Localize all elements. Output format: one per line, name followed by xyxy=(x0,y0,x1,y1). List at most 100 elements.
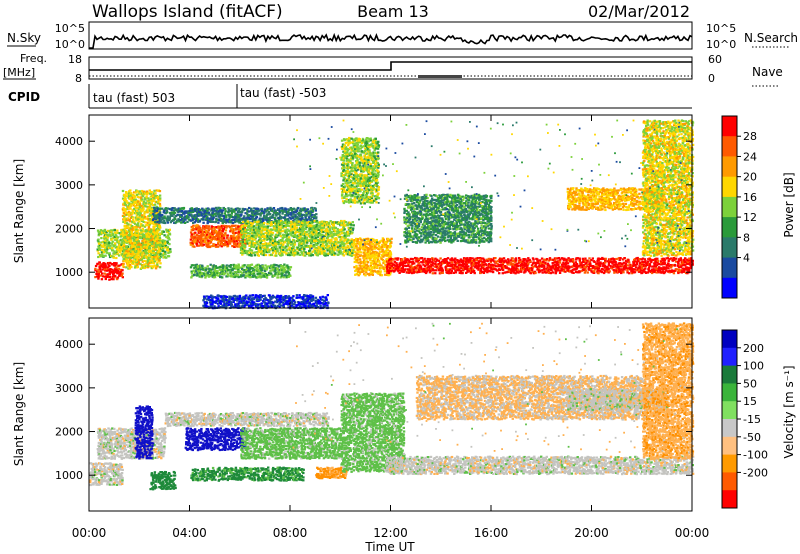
heatmap-cell xyxy=(212,221,214,223)
heatmap-cell xyxy=(108,279,110,281)
heatmap-cell xyxy=(254,244,256,246)
freq-tick-low: 8 xyxy=(75,72,82,85)
heatmap-cell xyxy=(272,232,274,234)
heatmap-cell xyxy=(192,264,194,266)
heatmap-cell xyxy=(473,270,475,272)
heatmap-cell xyxy=(252,238,254,240)
heatmap-cell xyxy=(287,270,289,272)
cpid-segment-2: tau (fast) -503 xyxy=(240,86,326,100)
heatmap-cell xyxy=(190,266,192,268)
heatmap-cell xyxy=(176,214,178,216)
heatmap-cell xyxy=(274,217,276,219)
heatmap-cell xyxy=(257,208,259,210)
heatmap-cell xyxy=(169,248,171,250)
heatmap-cell xyxy=(381,251,383,253)
heatmap-cell xyxy=(296,210,298,212)
heatmap-cell xyxy=(453,272,455,274)
heatmap-cell xyxy=(221,241,223,243)
heatmap-cell xyxy=(256,216,258,218)
heatmap-cell xyxy=(290,221,292,223)
heatmap-cell xyxy=(98,246,100,248)
heatmap-cell xyxy=(187,216,189,218)
heatmap-cell xyxy=(126,245,128,247)
cpid-panel: CPID tau (fast) 503 tau (fast) -503 xyxy=(8,84,692,108)
heatmap-cell xyxy=(183,207,185,209)
heatmap-cell xyxy=(166,240,168,242)
heatmap-cell xyxy=(351,238,353,240)
heatmap-cell xyxy=(201,265,203,267)
heatmap-cell xyxy=(262,233,264,235)
heatmap-cell xyxy=(163,220,165,222)
heatmap-cell xyxy=(270,273,272,275)
heatmap-cell xyxy=(208,212,210,214)
heatmap-cell xyxy=(441,267,443,269)
heatmap-cell xyxy=(154,204,156,206)
heatmap-cell xyxy=(282,244,284,246)
heatmap-cell xyxy=(148,222,150,224)
heatmap-cell xyxy=(284,241,286,243)
heatmap-cell xyxy=(122,234,124,236)
heatmap-cell xyxy=(251,235,253,237)
heatmap-cell xyxy=(168,243,170,245)
heatmap-cell xyxy=(289,275,291,277)
heatmap-cell xyxy=(327,245,329,247)
heatmap-cell xyxy=(186,221,188,223)
heatmap-cell xyxy=(144,221,146,223)
heatmap-cell xyxy=(483,259,485,261)
heatmap-cell xyxy=(204,267,206,269)
heatmap-cell xyxy=(237,267,239,269)
heatmap-cell xyxy=(246,213,248,215)
heatmap-cell xyxy=(255,227,257,229)
heatmap-cell xyxy=(233,211,235,213)
heatmap-cell xyxy=(214,276,216,278)
heatmap-cell xyxy=(390,251,392,253)
heatmap-cell xyxy=(285,208,287,210)
heatmap-cell xyxy=(133,253,135,255)
heatmap-cell xyxy=(367,261,369,263)
heatmap-cell xyxy=(269,213,271,215)
heatmap-cell xyxy=(396,264,398,266)
heatmap-cell xyxy=(205,227,207,229)
heatmap-cell xyxy=(254,254,256,256)
heatmap-cell xyxy=(201,275,203,277)
heatmap-cell xyxy=(442,272,444,274)
heatmap-cell xyxy=(311,236,313,238)
heatmap-cell xyxy=(339,222,341,224)
heatmap-cell xyxy=(430,270,432,272)
heatmap-cell xyxy=(323,245,325,247)
noise-tick-low-left: 10^0 xyxy=(55,38,85,51)
heatmap-cell xyxy=(104,255,106,257)
heatmap-cell xyxy=(225,210,227,212)
heatmap-cell xyxy=(139,214,141,216)
heatmap-cell xyxy=(137,266,139,268)
heatmap-cell xyxy=(101,273,103,275)
heatmap-cell xyxy=(329,225,331,227)
heatmap-cell xyxy=(128,202,130,204)
heatmap-cell xyxy=(114,242,116,244)
heatmap-cell xyxy=(277,276,279,278)
heatmap-cell xyxy=(237,226,239,228)
heatmap-cell xyxy=(169,251,171,253)
header-date: 02/Mar/2012 xyxy=(588,2,690,21)
heatmap-cell xyxy=(323,250,325,252)
heatmap-cell xyxy=(250,255,252,257)
heatmap-cell xyxy=(168,233,170,235)
heatmap-cell xyxy=(300,251,302,253)
heatmap-cell xyxy=(213,217,215,219)
nave-label: Nave xyxy=(752,65,783,79)
heatmap-cell xyxy=(419,264,421,266)
heatmap-cell xyxy=(335,237,337,239)
heatmap-cell xyxy=(323,227,325,229)
heatmap-cell xyxy=(137,222,139,224)
heatmap-cell xyxy=(378,245,380,247)
heatmap-cell xyxy=(263,212,265,214)
heatmap-cell xyxy=(263,267,265,269)
heatmap-cell xyxy=(274,238,276,240)
heatmap-cell xyxy=(312,210,314,212)
heatmap-cell xyxy=(306,219,308,221)
heatmap-cell xyxy=(304,228,306,230)
heatmap-cell xyxy=(231,227,233,229)
heatmap-cell xyxy=(383,260,385,262)
heatmap-cell xyxy=(386,245,388,247)
heatmap-cell xyxy=(99,267,101,269)
